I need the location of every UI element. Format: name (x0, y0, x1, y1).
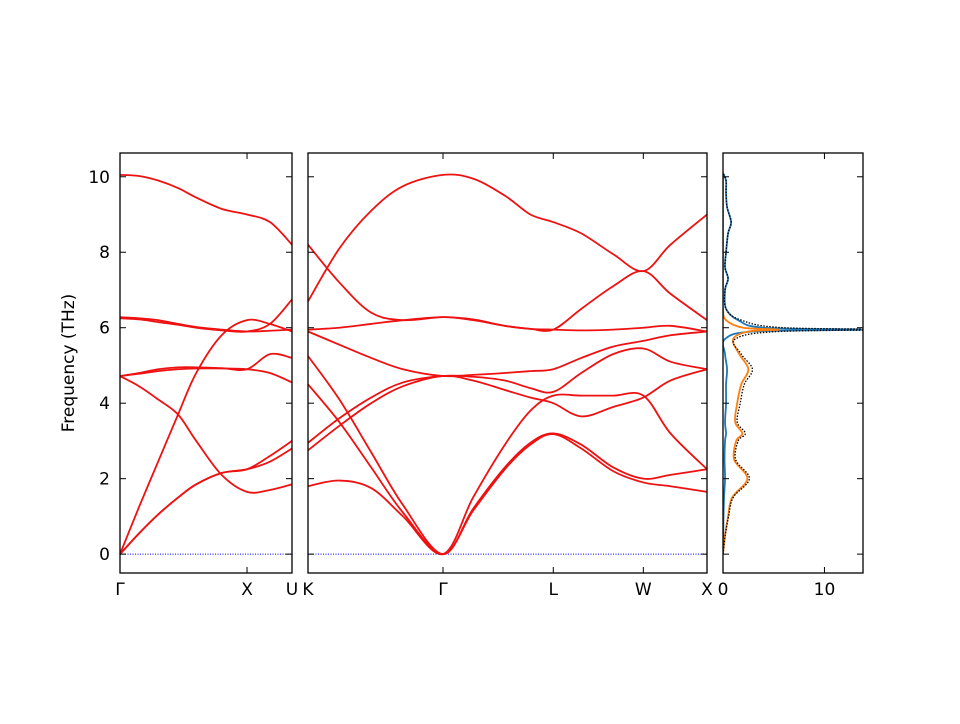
y-tick-label: 4 (99, 394, 110, 414)
band-line (307, 173, 708, 302)
y-axis-label: Frequency (THz) (59, 294, 79, 433)
band-line (307, 244, 708, 332)
band-line (119, 318, 293, 555)
x-tick-label: K (302, 580, 314, 600)
band-line (119, 367, 293, 384)
axes-frame (307, 152, 708, 574)
dos-line (723, 172, 863, 555)
band-line (119, 375, 293, 494)
y-tick-label: 10 (88, 168, 110, 188)
band-line (119, 352, 293, 377)
x-tick-label: Γ (438, 580, 448, 600)
x-tick-label: W (635, 580, 652, 600)
band-line (119, 447, 293, 555)
x-tick-label: Γ (115, 580, 125, 600)
y-tick-label: 8 (99, 243, 110, 263)
dos-line (723, 172, 862, 555)
band-line (119, 440, 293, 555)
band-line (119, 298, 293, 333)
axes-frame (722, 152, 864, 574)
dos-lines (723, 172, 863, 555)
y-tick-label: 2 (99, 470, 110, 490)
y-tick-label: 0 (99, 545, 110, 565)
x-tick-label: X (701, 580, 713, 600)
band-line (307, 391, 708, 556)
x-tick-label: X (241, 580, 253, 600)
x-tick-label: 10 (814, 580, 836, 600)
band-line (307, 347, 708, 444)
band-line (307, 316, 708, 333)
band-line (307, 368, 708, 452)
dos-line (723, 173, 780, 555)
y-tick-label: 6 (99, 319, 110, 339)
x-tick-label: L (549, 580, 559, 600)
band-line (119, 173, 293, 246)
band-line (307, 383, 708, 556)
band-line (307, 355, 708, 556)
x-tick-label: 0 (718, 580, 729, 600)
x-tick-label: U (286, 580, 298, 600)
axes-frame (119, 152, 293, 574)
band-line (307, 330, 708, 378)
